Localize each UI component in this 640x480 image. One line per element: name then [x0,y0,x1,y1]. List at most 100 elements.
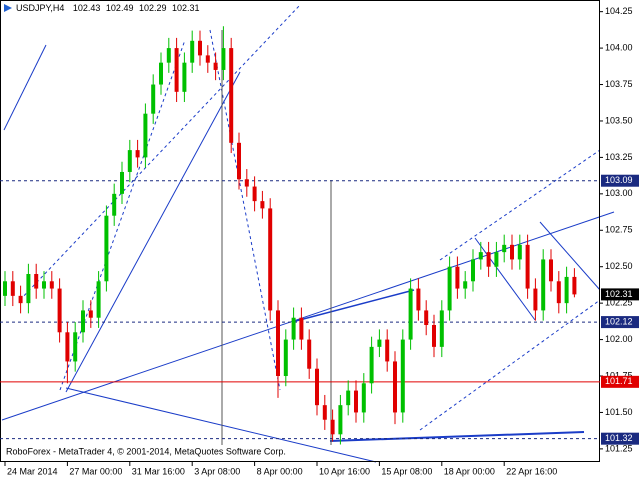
y-tick-label: 102.75 [605,225,633,235]
trend-line [3,44,47,131]
level-box [601,174,639,187]
y-tick-label: 104.00 [605,42,633,52]
y-tick-label: 101.75 [605,370,633,380]
candle-body [299,317,304,340]
candle-body [471,259,475,282]
level-label: 101.32 [605,433,633,443]
x-tick-label: 3 Apr 08:00 [194,466,240,476]
candle-body [385,339,390,362]
candle-body [143,113,148,158]
candles [3,26,577,445]
candle-body [112,193,117,216]
candle-body [549,259,553,282]
candle-body [151,84,156,114]
level-box [601,375,639,388]
x-tick-label: 27 Mar 00:00 [69,466,122,476]
candle-body [42,281,46,289]
candle-body [525,244,530,289]
candle-body [252,186,257,202]
channel-line [59,39,186,391]
level-label: 103.09 [605,175,633,185]
symbol-icon [4,4,12,12]
candle-body [96,281,101,318]
candle-body [198,40,202,56]
candle-body [541,259,546,311]
level-label: 101.71 [605,376,633,386]
last-low: 102.29 [139,3,167,13]
candle-body [81,310,85,333]
candle-body [221,48,226,70]
copyright: RoboForex - MetaTrader 4, © 2001-2014, M… [6,446,286,456]
candle-body [205,55,210,63]
y-tick-label: 103.75 [605,79,633,89]
candle-body [237,142,241,180]
candle-body [533,288,538,311]
candle-body [260,201,265,209]
current-price-box [601,288,639,301]
y-tick-label: 101.50 [605,407,633,417]
candle-body [564,276,569,304]
candle-body [18,295,23,304]
candle-body [408,288,413,340]
candle-body [346,390,351,406]
x-tick-label: 22 Apr 16:00 [506,466,557,476]
candle-body [354,390,358,413]
candle-body [572,276,577,295]
level-label: 102.12 [605,316,633,326]
y-tick-label: 101.25 [605,443,633,453]
candle-body [322,405,327,420]
candle-body [276,310,280,377]
x-tick-label: 10 Apr 16:00 [319,466,370,476]
candle-body [517,244,522,260]
y-tick-label: 103.50 [605,115,633,125]
candle-body [291,317,296,340]
channel-line [19,4,301,301]
trend-line [291,289,415,323]
candle-body [393,361,397,413]
candle-body [127,150,132,172]
candle-body [369,346,374,384]
level-box [601,316,639,329]
candle-body [463,281,468,289]
trend-line [65,71,241,393]
candle-body [486,252,491,267]
candle-body [556,281,561,304]
candle-body [57,288,62,333]
trend-line [65,387,377,463]
candle-body [432,325,436,347]
candle-body [494,252,499,267]
current-price-label: 102.31 [605,289,633,299]
candle-body [338,405,343,435]
candle-body [244,179,249,187]
candle-body [49,281,54,289]
channel-line [439,149,601,261]
last-open: 102.43 [73,3,101,13]
candle-body [229,48,234,143]
candle-body [120,171,124,194]
last-close: 102.31 [172,3,200,13]
chart-header: USDJPY,H4 102.43 102.49 102.29 102.31 [16,3,200,13]
candle-body [455,266,460,289]
candle-body [315,368,319,406]
candle-body [88,310,93,318]
candle-body [65,332,70,362]
trend-line [329,431,585,442]
candle-body [283,339,288,377]
candle-body [3,281,7,296]
candle-body [213,62,218,70]
candle-body [26,273,31,304]
y-tick-label: 103.25 [605,152,633,162]
trend-line [539,221,601,291]
candle-body [190,40,195,63]
candle-body [478,252,483,260]
candle-body [510,244,514,260]
candle-body [34,273,39,289]
y-tick-label: 103.00 [605,188,633,198]
plot-frame [0,0,600,462]
candle-body [447,266,452,311]
symbol: USDJPY,H4 [16,3,64,13]
candle-body [135,150,140,158]
y-tick-label: 102.50 [605,261,633,271]
